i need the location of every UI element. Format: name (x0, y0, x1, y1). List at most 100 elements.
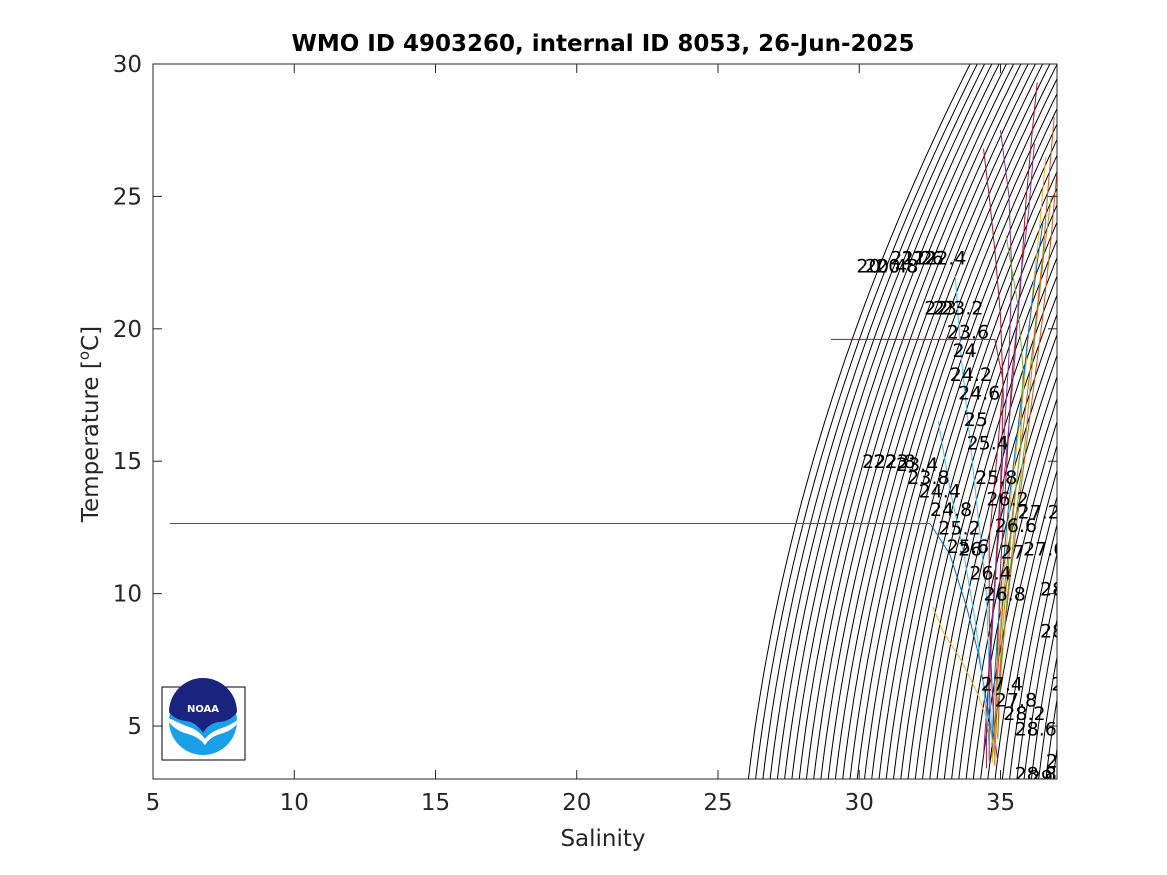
y-tick-label: 5 (127, 714, 142, 740)
profile-line (991, 222, 1044, 748)
x-tick-label: 5 (146, 790, 161, 816)
contour-label: 25.4 (967, 433, 1009, 455)
contour-label: 23.8 (907, 467, 949, 489)
density-contour (1038, 654, 1057, 779)
contour-label: 24.4 (919, 480, 961, 502)
x-tick-label: 20 (562, 790, 591, 816)
chart-title: WMO ID 4903260, internal ID 8053, 26-Jun… (291, 31, 914, 57)
density-contour (871, 138, 1057, 779)
density-contour (1023, 583, 1057, 779)
density-contour (755, 64, 978, 779)
x-tick-label: 30 (845, 790, 874, 816)
contour-label: 28 (1040, 578, 1064, 600)
profile-line (932, 606, 996, 753)
density-contour (907, 220, 1057, 779)
contour-label: 29.4 (1046, 751, 1088, 773)
profile-series (169, 82, 1057, 769)
profile-line (988, 143, 1035, 761)
y-axis-label: Temperature [oC] (75, 326, 104, 523)
contour-label: 22 (913, 247, 937, 269)
x-tick-label: 25 (703, 790, 732, 816)
density-contour (936, 293, 1057, 779)
noaa-logo: NOAA (161, 678, 246, 761)
contour-label: 22 (924, 298, 948, 320)
y-tick-label: 25 (113, 184, 142, 210)
contour-label: 20.4 (865, 255, 907, 277)
contour-label: 24 (953, 340, 977, 362)
density-contour (769, 64, 993, 779)
density-contour (958, 353, 1057, 779)
y-tick-label: 30 (113, 52, 142, 78)
density-contour (892, 186, 1057, 779)
contour-label: 21.2 (890, 247, 932, 269)
profile-line (954, 275, 993, 740)
density-contour (784, 64, 1007, 779)
contour-label: 26.4 (969, 562, 1011, 584)
contour-label: 25.6 (947, 536, 989, 558)
density-contour (994, 468, 1057, 779)
contour-label: 28.8 (1015, 764, 1057, 786)
contour-label: 24.6 (958, 382, 1000, 404)
density-contour (900, 203, 1057, 779)
y-axis: 5 10 15 20 25 30 (113, 52, 1057, 740)
profile-line (997, 196, 1052, 740)
contour-label: 26 (958, 539, 982, 561)
contour-label: 22.4 (924, 247, 966, 269)
x-axis: 5 10 15 20 25 30 35 (146, 64, 1015, 816)
noaa-logo-text: NOAA (187, 704, 219, 715)
contour-label: 24.8 (930, 499, 972, 521)
density-contour (747, 64, 971, 779)
density-contour (856, 107, 1057, 779)
x-tick-label: 35 (986, 790, 1015, 816)
contour-label: 28.6 (1015, 719, 1057, 741)
density-contour (863, 122, 1057, 779)
density-contour (827, 64, 1051, 779)
density-contour (987, 443, 1057, 779)
contour-label: 26.2 (986, 488, 1028, 510)
contour-labels: 2020.420.821.221.62222.4222323.223.62424… (856, 247, 1088, 786)
x-tick-label: 15 (421, 790, 450, 816)
contour-label: 27.6 (1023, 539, 1065, 561)
plot-frame (152, 63, 1058, 780)
contour-label: 28.2 (1003, 703, 1045, 725)
density-contour (929, 274, 1057, 779)
noaa-wave (165, 716, 242, 745)
x-tick-label: 10 (280, 790, 309, 816)
contour-label: 28.4 (1040, 621, 1082, 643)
plot-area (153, 64, 1057, 779)
profile-line (997, 169, 1057, 737)
contour-label: 22 (862, 451, 886, 473)
contour-label: 23.6 (947, 322, 989, 344)
contour-label: 23.4 (896, 454, 938, 476)
y-tick-label: 15 (113, 449, 142, 475)
density-contour (1001, 494, 1057, 779)
density-contour (878, 154, 1057, 779)
density-contour (791, 64, 1015, 779)
contour-label: 27.4 (981, 674, 1023, 696)
x-axis-label: Salinity (560, 826, 645, 852)
contour-label: 20.8 (876, 255, 918, 277)
contour-label: 25.2 (938, 517, 980, 539)
profile-line (169, 523, 996, 756)
density-contour (834, 64, 1057, 779)
contour-label: 27.2 (1018, 502, 1060, 524)
density-contour (965, 375, 1057, 779)
density-contour (1009, 522, 1057, 779)
density-contour (951, 333, 1057, 779)
contour-label: 20 (856, 255, 880, 277)
profile-line (937, 421, 990, 745)
density-contour (885, 170, 1057, 779)
contour-label: 25.8 (975, 467, 1017, 489)
density-contour (921, 256, 1057, 779)
contour-label: 23 (885, 451, 909, 473)
contour-label: 26.6 (995, 515, 1037, 537)
contour-label: 22.8 (873, 451, 915, 473)
density-contour (842, 77, 1057, 779)
y-tick-label: 20 (113, 317, 142, 343)
contour-label: 26.8 (984, 584, 1026, 606)
density-contours (747, 64, 1057, 779)
contour-label: 24.2 (950, 364, 992, 386)
contour-label: 23 (933, 298, 957, 320)
profile-line (831, 338, 1004, 761)
